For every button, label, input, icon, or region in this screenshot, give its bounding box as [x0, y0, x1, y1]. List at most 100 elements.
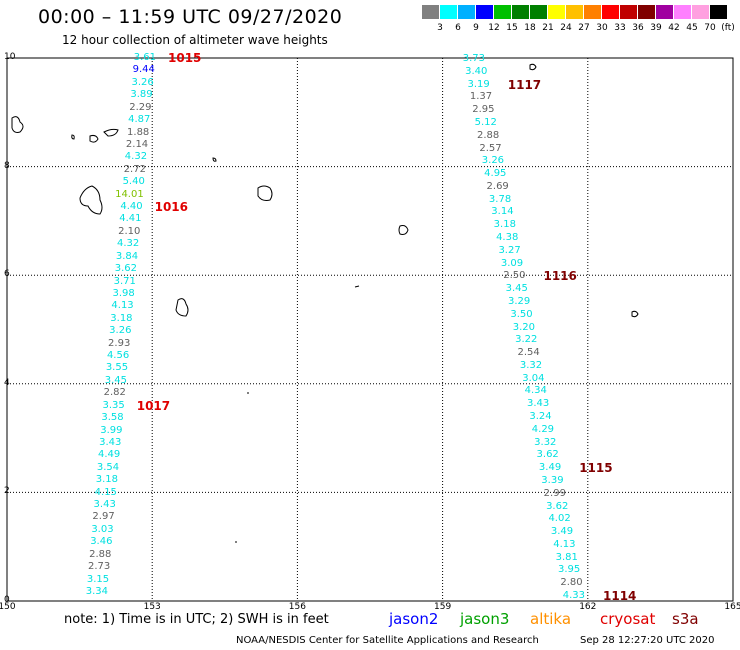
pass-time-label: 1017: [136, 398, 171, 413]
wave-height-value: 2.82: [103, 387, 126, 399]
x-tick-label: 162: [579, 602, 597, 612]
wave-height-value: 4.49: [98, 449, 121, 461]
wave-height-value: 3.32: [519, 359, 543, 371]
y-tick-label: 8: [4, 160, 10, 171]
pass-time-label: 1117: [507, 77, 542, 92]
pass-time-label: 1015: [168, 51, 202, 65]
map-subtitle: 12 hour collection of altimeter wave hei…: [62, 33, 328, 47]
wave-height-value: 3.49: [550, 526, 574, 538]
map-frame: [6, 57, 734, 602]
color-scale-label: 70: [704, 23, 716, 33]
wave-height-value: 2.97: [92, 511, 115, 523]
color-scale-label: 33: [614, 23, 626, 33]
wave-height-value: 2.29: [129, 101, 152, 113]
wave-height-value: 2.14: [125, 138, 149, 150]
wave-height-value: 9.44: [132, 64, 155, 76]
wave-height-value: 3.50: [510, 308, 533, 320]
color-swatch: [476, 5, 493, 19]
color-swatch: [638, 5, 655, 19]
pass-time-label: 1116: [543, 269, 577, 284]
wave-height-value: 3.04: [522, 372, 545, 384]
wave-height-value: 4.33: [562, 590, 585, 601]
island-outline: [103, 128, 119, 137]
color-scale-label: 27: [578, 23, 590, 33]
islands: [11, 63, 639, 543]
wave-height-value: 3.54: [96, 461, 120, 473]
color-scale-label: 9: [473, 23, 479, 33]
pass-time-label: 1016: [154, 200, 188, 215]
wave-height-value: 3.18: [110, 312, 133, 324]
wave-height-value: 5.12: [474, 116, 497, 128]
wave-height-value: 3.26: [481, 155, 505, 167]
island-outline: [89, 134, 99, 143]
color-swatch: [458, 5, 475, 19]
y-tick-label: 2: [4, 486, 10, 497]
color-swatch: [602, 5, 619, 19]
wave-height-value: 4.15: [94, 486, 117, 498]
wave-height-value: 2.88: [89, 548, 112, 560]
island-outline: [631, 310, 639, 318]
wave-height-value: 3.45: [505, 283, 528, 295]
wave-height-value: 2.88: [477, 129, 500, 141]
color-scale-label: 30: [596, 23, 608, 33]
wave-height-value: 3.43: [93, 499, 116, 511]
y-tick-label: 0: [4, 595, 10, 605]
wave-height-value: 4.13: [111, 300, 134, 312]
wave-height-value: 5.40: [122, 176, 145, 188]
generated-timestamp: Sep 28 12:27:20 UTC 2020: [580, 635, 715, 646]
wave-height-value: 4.95: [484, 168, 507, 180]
wave-height-value: 2.69: [486, 180, 509, 192]
wave-height-value: 3.22: [515, 334, 538, 346]
wave-height-value: 3.95: [557, 564, 581, 576]
wave-height-value: 2.57: [479, 142, 502, 154]
wave-height-value: 3.58: [101, 412, 124, 424]
satellite-legend-altika: altika: [530, 610, 572, 628]
island-outline: [212, 157, 217, 162]
wave-height-value: 4.13: [553, 538, 576, 550]
x-tick-label: 165: [724, 602, 740, 612]
color-scale-label: 12: [488, 23, 500, 33]
wave-height-value: 3.34: [85, 586, 108, 597]
color-scale-label: 3: [437, 23, 443, 33]
wave-height-value: 3.98: [112, 287, 135, 299]
island-outline: [354, 285, 360, 288]
wave-height-value: 3.26: [109, 325, 132, 337]
color-scale-label: 45: [686, 23, 698, 33]
wave-height-value: 3.61: [133, 52, 156, 63]
pass-time-label: 1114: [603, 589, 637, 603]
island-outline: [398, 225, 409, 235]
wave-height-value: 3.35: [102, 399, 125, 411]
wave-height-value: 2.80: [560, 577, 583, 589]
wave-height-value: 3.62: [536, 449, 559, 461]
wave-height-value: 2.95: [472, 104, 495, 116]
wave-height-value: 2.73: [87, 561, 111, 573]
wave-height-value: 2.50: [503, 270, 526, 282]
island-outline: [257, 185, 273, 201]
color-scale-label: 36: [632, 23, 644, 33]
wave-height-value: 3.46: [90, 536, 113, 548]
wave-height-value: 4.41: [119, 213, 142, 225]
wave-height-value: 3.62: [114, 263, 138, 275]
map-title: 00:00 – 11:59 UTC 09/27/2020: [38, 6, 343, 28]
y-tick-label: 4: [4, 377, 10, 388]
wave-height-value: 3.18: [493, 219, 516, 231]
color-swatch: [440, 5, 457, 19]
color-swatch: [494, 5, 511, 19]
wave-height-value: 3.84: [115, 250, 139, 262]
color-scale-label: 6: [455, 23, 461, 33]
wave-height-value: 2.99: [543, 487, 566, 499]
wave-height-value: 1.37: [469, 91, 493, 103]
wave-height-value: 2.72: [123, 163, 146, 175]
wave-height-value: 3.89: [130, 89, 153, 101]
color-swatch: [512, 5, 529, 19]
island-outline: [529, 63, 537, 71]
wave-height-value: 3.19: [467, 78, 490, 90]
x-tick-label: 153: [143, 602, 161, 612]
wave-height-value: 3.20: [512, 321, 535, 333]
wave-height-value: 4.32: [116, 238, 140, 250]
island-outline: [175, 298, 189, 317]
wave-height-value: 4.34: [524, 385, 547, 397]
pass-time-label: 1115: [579, 461, 613, 476]
satellite-legend-jason2: jason2: [389, 610, 439, 628]
wave-height-value: 3.03: [91, 523, 114, 535]
